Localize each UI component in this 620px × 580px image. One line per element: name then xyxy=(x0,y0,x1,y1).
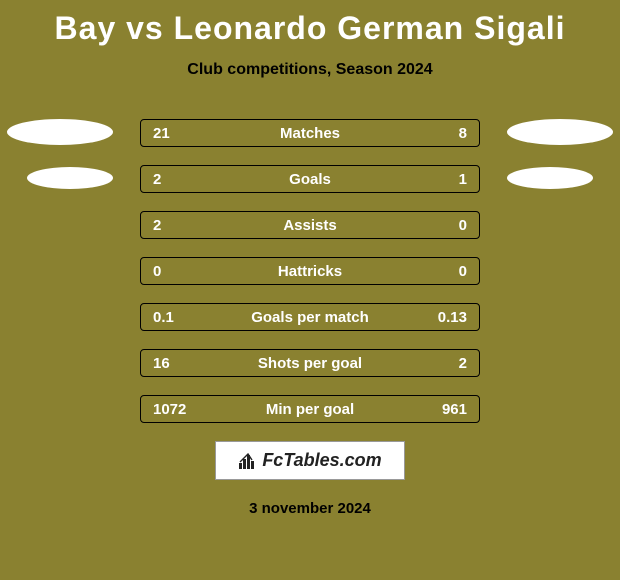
stat-row: 2 Assists 0 xyxy=(0,211,620,239)
stat-left-value: 2 xyxy=(153,217,161,234)
stat-bar-assists: 2 Assists 0 xyxy=(140,211,480,239)
stat-right-value: 0 xyxy=(459,263,467,280)
page-title: Bay vs Leonardo German Sigali xyxy=(0,0,620,47)
stat-right-value: 8 xyxy=(459,125,467,142)
stat-row: 0 Hattricks 0 xyxy=(0,257,620,285)
stat-left-value: 0.1 xyxy=(153,309,174,326)
stat-label: Assists xyxy=(283,217,336,234)
stat-row: 16 Shots per goal 2 xyxy=(0,349,620,377)
comparison-card: Bay vs Leonardo German Sigali Club compe… xyxy=(0,0,620,580)
brand-badge: FcTables.com xyxy=(215,441,404,480)
stat-left-value: 21 xyxy=(153,125,170,142)
page-subtitle: Club competitions, Season 2024 xyxy=(0,61,620,79)
stat-label: Shots per goal xyxy=(258,355,362,372)
stat-left-value: 1072 xyxy=(153,401,186,418)
stat-right-value: 961 xyxy=(442,401,467,418)
footer: FcTables.com 3 november 2024 xyxy=(0,441,620,517)
stat-label: Matches xyxy=(280,125,340,142)
stat-bar-hattricks: 0 Hattricks 0 xyxy=(140,257,480,285)
stat-row: 2 Goals 1 xyxy=(0,165,620,193)
stat-right-value: 0.13 xyxy=(438,309,467,326)
stat-label: Hattricks xyxy=(278,263,342,280)
stat-right-value: 1 xyxy=(459,171,467,188)
brand-text: FcTables.com xyxy=(262,450,381,471)
stat-bar-matches: 21 Matches 8 xyxy=(140,119,480,147)
stat-row: 0.1 Goals per match 0.13 xyxy=(0,303,620,331)
stat-left-value: 16 xyxy=(153,355,170,372)
stat-left-value: 0 xyxy=(153,263,161,280)
stat-row: 1072 Min per goal 961 xyxy=(0,395,620,423)
stat-right-value: 0 xyxy=(459,217,467,234)
stat-bar-shots-per-goal: 16 Shots per goal 2 xyxy=(140,349,480,377)
stat-label: Goals xyxy=(289,171,331,188)
stat-bar-goals-per-match: 0.1 Goals per match 0.13 xyxy=(140,303,480,331)
stat-row: 21 Matches 8 xyxy=(0,119,620,147)
bars-icon xyxy=(238,453,258,469)
stats-area: 21 Matches 8 2 Goals 1 2 Assists 0 0 Hat… xyxy=(0,119,620,423)
stat-bar-goals: 2 Goals 1 xyxy=(140,165,480,193)
stat-left-value: 2 xyxy=(153,171,161,188)
stat-right-value: 2 xyxy=(459,355,467,372)
stat-label: Goals per match xyxy=(251,309,369,326)
stat-bar-min-per-goal: 1072 Min per goal 961 xyxy=(140,395,480,423)
stat-label: Min per goal xyxy=(266,401,354,418)
generated-date: 3 november 2024 xyxy=(0,500,620,517)
